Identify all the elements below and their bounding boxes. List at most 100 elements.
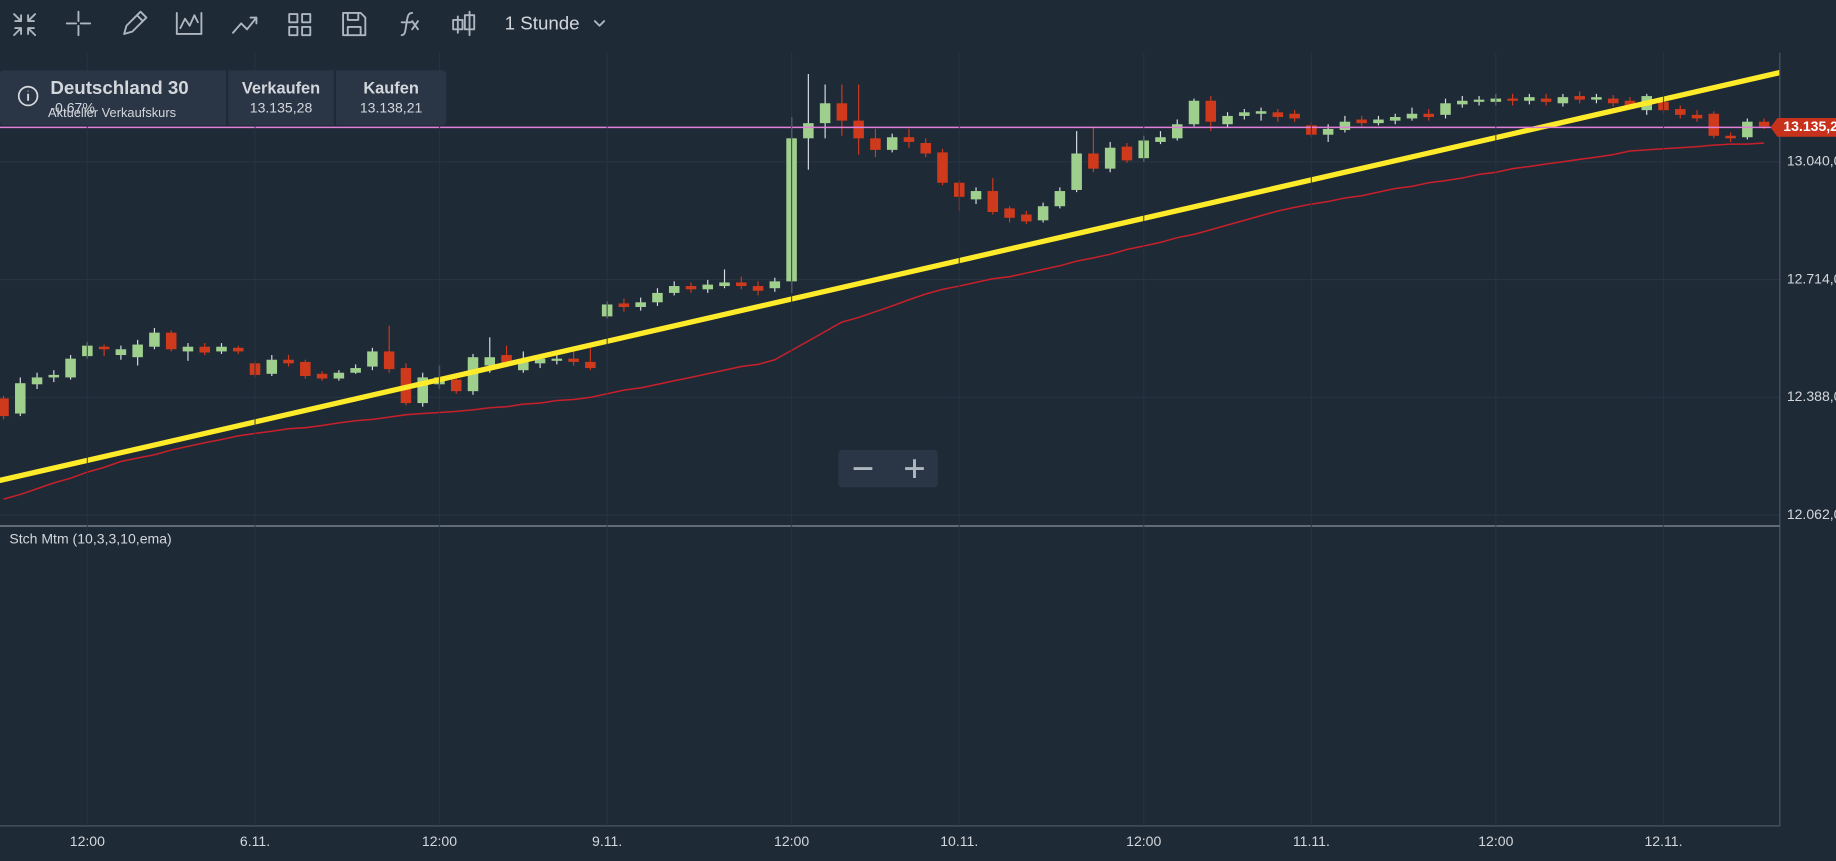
timeframe-select[interactable]: 1 Stunde <box>505 13 580 34</box>
candle-body <box>283 359 294 364</box>
candle-body <box>1574 96 1585 100</box>
candle-body <box>752 286 764 291</box>
candle-body <box>736 282 747 287</box>
candle-body <box>1440 103 1451 115</box>
axes: 13.040,0 12.714,0 12.388,0 12.062,0 12:00 6.1… <box>0 52 1836 849</box>
candle-body <box>316 373 328 379</box>
candle-body <box>450 379 462 392</box>
x-tick-label: 9.11. <box>592 833 622 849</box>
candle-body <box>585 361 596 369</box>
trend-icon[interactable] <box>232 16 258 34</box>
candle-body <box>132 344 143 358</box>
dropdown-chevron[interactable] <box>593 20 606 27</box>
candle-body <box>769 281 781 289</box>
candle-body <box>165 332 177 350</box>
candle-body <box>1507 98 1518 101</box>
candle-body <box>1457 100 1468 105</box>
candle-body <box>702 284 714 290</box>
zoom-controls <box>838 449 938 488</box>
candle-body <box>1322 128 1334 135</box>
y-tick-label: 12.388,0 <box>1787 388 1836 404</box>
candle-body <box>719 282 730 287</box>
indicator-icon[interactable] <box>175 11 203 35</box>
candle-body <box>417 377 428 404</box>
candle-body <box>1742 121 1753 138</box>
candle-body <box>1373 119 1384 124</box>
collapse-icon[interactable] <box>13 13 37 37</box>
sell-label[interactable]: Verkaufen <box>242 79 320 97</box>
zoom-in-button[interactable] <box>905 459 924 478</box>
x-tick-label: 12:00 <box>422 833 457 849</box>
buy-price[interactable]: 13.138,21 <box>360 100 423 116</box>
candle-body <box>1389 117 1401 121</box>
function-icon[interactable] <box>400 11 419 37</box>
info-icon[interactable] <box>17 85 39 107</box>
candle-body <box>1524 97 1535 101</box>
candle-body <box>1037 206 1049 221</box>
candle-body <box>216 346 227 352</box>
candle-body <box>182 346 194 352</box>
candle-body <box>903 137 915 142</box>
candle-body <box>1540 98 1552 102</box>
candle-body <box>1624 100 1636 106</box>
candle-body <box>1674 109 1686 115</box>
candle-body <box>1021 214 1032 222</box>
candle-body <box>48 374 60 378</box>
candle-body <box>635 302 646 307</box>
x-tick-label: 10.11. <box>940 833 978 849</box>
candle-body <box>1088 153 1099 169</box>
chart-type-icon[interactable] <box>452 10 476 37</box>
candle-body <box>1406 113 1418 119</box>
x-tick-label: 11.11. <box>1293 833 1330 849</box>
instrument-name: Deutschland 30 <box>50 77 188 98</box>
crosshair-icon[interactable] <box>65 10 92 37</box>
candle-body <box>31 377 43 385</box>
candle-body <box>886 137 898 150</box>
candle-body <box>819 103 831 124</box>
instrument-panel: Deutschland 30 Aktueller Verkaufskurs -0… <box>0 70 447 126</box>
candle-body <box>1473 99 1485 102</box>
candle-body <box>836 103 848 121</box>
instrument-subtitle: Aktueller Verkaufskurs <box>48 105 176 120</box>
candle-body <box>1272 112 1284 118</box>
trendline <box>0 69 1780 484</box>
candle-body <box>1171 124 1183 139</box>
candle-body <box>1121 146 1133 161</box>
candle-body <box>1239 112 1250 116</box>
sell-price[interactable]: 13.135,28 <box>250 100 313 116</box>
y-tick-label: 12.062,0 <box>1787 506 1836 522</box>
candle-body <box>0 398 9 417</box>
candle-body <box>333 372 345 379</box>
candle-body <box>1607 98 1619 104</box>
candle-body <box>232 347 244 352</box>
candle-body <box>668 286 680 293</box>
moving-average-line <box>3 142 1765 500</box>
candle-body <box>1155 137 1166 142</box>
x-tick-label: 12:00 <box>70 833 105 849</box>
draw-icon[interactable] <box>123 10 148 35</box>
candle-body <box>518 359 529 371</box>
candle-body <box>920 143 931 154</box>
save-icon[interactable] <box>342 11 367 37</box>
x-tick-label: 12:00 <box>774 833 809 849</box>
candle-body <box>383 351 395 370</box>
candle-body <box>1758 121 1770 127</box>
price-tag-label: 13.135,28 <box>1783 118 1836 134</box>
candle-body <box>1004 208 1015 218</box>
y-tick-label: 12.714,0 <box>1787 270 1836 286</box>
toolbar: 1 Stunde <box>13 10 606 37</box>
candle-body <box>1423 113 1435 118</box>
buy-label[interactable]: Kaufen <box>363 79 418 97</box>
candle-body <box>568 358 579 362</box>
candle-body <box>367 351 378 367</box>
layout-icon[interactable] <box>288 13 312 37</box>
candle-body <box>1188 100 1200 125</box>
candle-body <box>1205 100 1217 122</box>
candle-body <box>1725 135 1736 139</box>
candle-body <box>803 123 814 139</box>
price-tag <box>1770 118 1836 137</box>
candle-body <box>970 191 982 200</box>
candle-body <box>1054 191 1066 207</box>
